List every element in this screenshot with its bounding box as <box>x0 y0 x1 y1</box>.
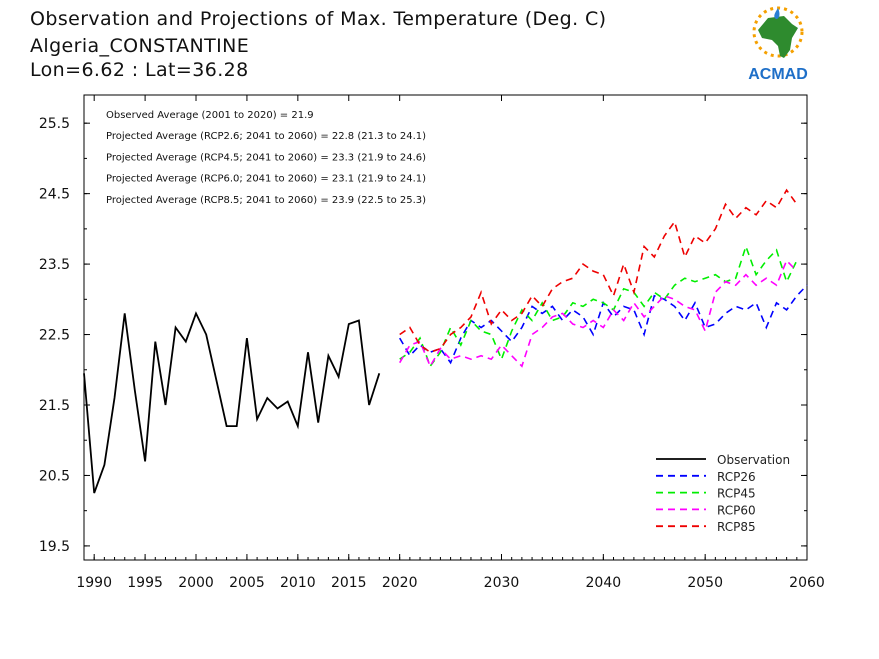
x-tick-label: 2020 <box>382 575 418 591</box>
legend-label-obs: Observation <box>717 453 790 467</box>
annotation-line: Projected Average (RCP4.5; 2041 to 2060)… <box>106 152 426 163</box>
x-tick-label: 2060 <box>789 575 825 591</box>
series-line-obs <box>83 311 381 494</box>
y-tick-label: 19.5 <box>39 539 70 555</box>
plot-frame <box>83 94 808 561</box>
x-tick-label: 2000 <box>178 575 214 591</box>
y-tick-label: 20.5 <box>39 468 70 484</box>
x-tick-label: 2015 <box>331 575 367 591</box>
x-tick-label: 2040 <box>586 575 622 591</box>
y-tick-label: 23.5 <box>39 257 70 273</box>
y-tick-label: 24.5 <box>39 187 70 203</box>
legend-label-rcp85: RCP85 <box>717 520 756 534</box>
annotation-line: Projected Average (RCP8.5; 2041 to 2060)… <box>106 195 426 206</box>
africa-map-logo: ACMAD <box>748 6 808 83</box>
series-line-rcp85 <box>399 188 798 354</box>
y-tick-label: 25.5 <box>39 116 70 132</box>
x-tick-label: 1995 <box>127 575 163 591</box>
legend-label-rcp60: RCP60 <box>717 503 756 517</box>
station-name: Algeria_CONSTANTINE <box>30 35 250 57</box>
legend-label-rcp45: RCP45 <box>717 487 756 501</box>
chart-title: Observation and Projections of Max. Temp… <box>30 8 607 30</box>
x-tick-label: 2010 <box>280 575 316 591</box>
x-tick-label: 1990 <box>76 575 112 591</box>
y-tick-label: 22.5 <box>39 328 70 344</box>
series-line-rcp45 <box>399 244 798 368</box>
legend-label-rcp26: RCP26 <box>717 470 756 484</box>
y-tick-label: 21.5 <box>39 398 70 414</box>
station-coords: Lon=6.62 : Lat=36.28 <box>30 59 249 81</box>
x-tick-label: 2005 <box>229 575 265 591</box>
x-tick-label: 2030 <box>484 575 520 591</box>
acmad-logo-text: ACMAD <box>748 66 808 83</box>
series-line-rcp60 <box>399 259 798 369</box>
annotation-line: Projected Average (RCP2.6; 2041 to 2060)… <box>106 131 426 142</box>
annotation-line: Observed Average (2001 to 2020) = 21.9 <box>106 110 314 121</box>
series-line-rcp26 <box>399 284 808 365</box>
x-tick-label: 2050 <box>687 575 723 591</box>
annotation-line: Projected Average (RCP6.0; 2041 to 2060)… <box>106 174 426 185</box>
